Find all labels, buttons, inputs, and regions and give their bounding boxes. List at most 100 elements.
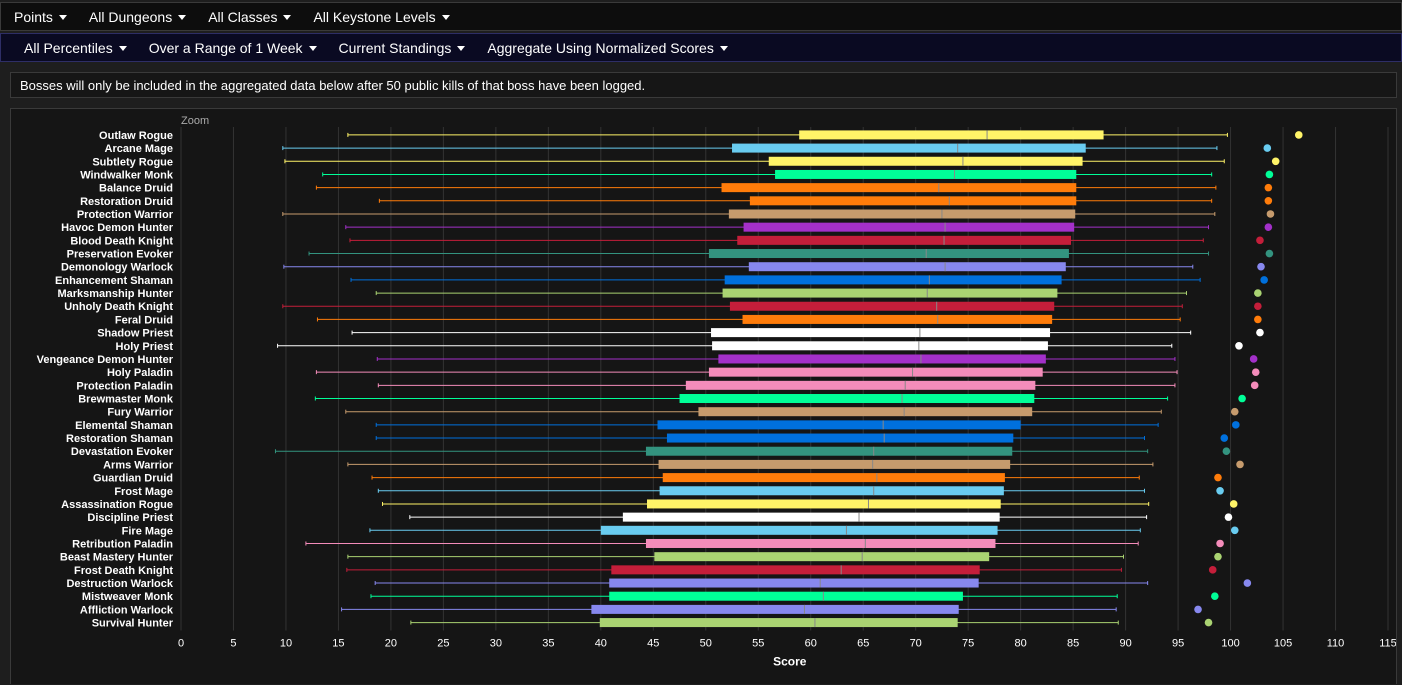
box-devastation-evoker: Devastation Evoker xyxy=(71,446,1231,458)
filter-dropdown-over-a-range-of-1-week[interactable]: Over a Range of 1 Week xyxy=(138,40,328,56)
filter-dropdown-all-percentiles[interactable]: All Percentiles xyxy=(13,40,138,56)
box-havoc-demon-hunter: Havoc Demon Hunter xyxy=(61,222,1273,234)
box-windwalker-monk: Windwalker Monk xyxy=(80,169,1274,181)
category-label: Unholy Death Knight xyxy=(64,301,173,313)
box-fire-mage: Fire Mage xyxy=(122,525,1239,537)
iqr-box xyxy=(737,235,1072,245)
outlier-point xyxy=(1211,592,1219,601)
category-label: Survival Hunter xyxy=(92,618,174,630)
x-tick-label: 95 xyxy=(1172,637,1184,649)
category-label: Frost Death Knight xyxy=(74,565,173,577)
box-protection-warrior: Protection Warrior xyxy=(77,209,1275,221)
box-enhancement-shaman: Enhancement Shaman xyxy=(55,275,1268,287)
category-label: Protection Warrior xyxy=(77,209,174,221)
box-survival-hunter: Survival Hunter xyxy=(92,618,1213,630)
iqr-box xyxy=(647,499,1001,509)
caret-down-icon xyxy=(719,46,728,51)
category-label: Arcane Mage xyxy=(105,143,173,155)
iqr-box xyxy=(799,130,1104,140)
category-label: Demonology Warlock xyxy=(61,262,174,274)
outlier-point xyxy=(1216,486,1224,495)
outlier-point xyxy=(1208,566,1217,574)
filter-dropdown-aggregate-using-normalized-scores[interactable]: Aggregate Using Normalized Scores xyxy=(476,40,738,56)
box-balance-druid: Balance Druid xyxy=(99,183,1273,195)
iqr-box xyxy=(711,328,1051,338)
outlier-point xyxy=(1260,276,1268,284)
box-retribution-paladin: Retribution Paladin xyxy=(72,538,1224,550)
filter-dropdown-label: Aggregate Using Normalized Scores xyxy=(487,39,714,56)
filter-dropdown-all-classes[interactable]: All Classes xyxy=(197,9,302,25)
boxplot-chart: Zoom 0 5 10 15 20 25 30 35 40 45 50 55 60 65 70 75 80 85 90… xyxy=(37,115,1396,668)
iqr-box xyxy=(742,314,1053,324)
outlier-point xyxy=(1256,236,1264,245)
iqr-box xyxy=(599,618,958,628)
category-label: Mistweaver Monk xyxy=(82,591,174,603)
filter-dropdown-all-keystone-levels[interactable]: All Keystone Levels xyxy=(302,9,460,25)
chart-panel: Zoom 0 5 10 15 20 25 30 35 40 45 50 55 60 65 70 75 80 85 90… xyxy=(10,108,1397,684)
filter-dropdown-points[interactable]: Points xyxy=(3,9,78,25)
iqr-box xyxy=(685,380,1036,390)
box-shadow-priest: Shadow Priest xyxy=(97,328,1264,340)
box-preservation-evoker: Preservation Evoker xyxy=(67,249,1274,261)
box-brewmaster-monk: Brewmaster Monk xyxy=(78,394,1246,406)
iqr-box xyxy=(718,354,1046,364)
outlier-point xyxy=(1256,328,1264,337)
x-axis-title: Score xyxy=(773,654,807,668)
iqr-box xyxy=(659,486,1004,496)
outlier-point xyxy=(1216,539,1224,548)
category-label: Restoration Druid xyxy=(80,196,173,208)
iqr-box xyxy=(698,407,1033,417)
filter-dropdown-label: Points xyxy=(14,8,53,25)
filter-dropdown-current-standings[interactable]: Current Standings xyxy=(328,40,477,56)
x-tick-label: 110 xyxy=(1327,637,1345,649)
filter-dropdown-label: Over a Range of 1 Week xyxy=(148,39,303,56)
outlier-point xyxy=(1224,513,1233,521)
caret-down-icon xyxy=(441,15,450,20)
notice-banner: Bosses will only be included in the aggr… xyxy=(10,72,1397,98)
outlier-point xyxy=(1220,434,1229,442)
filter-dropdown-label: Current Standings xyxy=(338,39,452,56)
iqr-box xyxy=(658,459,1011,469)
caret-down-icon xyxy=(283,15,292,20)
x-tick-label: 0 xyxy=(178,637,184,649)
iqr-box xyxy=(724,275,1062,285)
category-label: Preservation Evoker xyxy=(67,249,174,261)
zoom-label[interactable]: Zoom xyxy=(181,115,209,127)
box-destruction-warlock: Destruction Warlock xyxy=(66,578,1252,590)
outlier-point xyxy=(1265,170,1274,179)
x-tick-label: 70 xyxy=(910,637,922,649)
iqr-box xyxy=(600,525,998,535)
outlier-point xyxy=(1249,355,1258,363)
outlier-point xyxy=(1232,421,1240,429)
iqr-box xyxy=(609,591,963,601)
box-guardian-druid: Guardian Druid xyxy=(93,473,1222,485)
x-tick-label: 65 xyxy=(857,637,869,649)
box-mistweaver-monk: Mistweaver Monk xyxy=(82,591,1219,603)
box-restoration-druid: Restoration Druid xyxy=(80,196,1273,208)
x-tick-label: 105 xyxy=(1274,637,1292,649)
filter-dropdown-all-dungeons[interactable]: All Dungeons xyxy=(78,9,197,25)
outlier-point xyxy=(1264,183,1273,192)
category-label: Enhancement Shaman xyxy=(55,275,173,287)
category-label: Shadow Priest xyxy=(97,328,173,340)
x-tick-label: 115 xyxy=(1379,637,1396,649)
outlier-point xyxy=(1254,289,1262,297)
box-demonology-warlock: Demonology Warlock xyxy=(61,262,1265,274)
caret-down-icon xyxy=(457,46,466,51)
box-frost-mage: Frost Mage xyxy=(114,486,1224,498)
iqr-box xyxy=(708,249,1069,259)
x-tick-label: 60 xyxy=(805,637,817,649)
outlier-point xyxy=(1254,302,1262,311)
outlier-point xyxy=(1230,526,1239,535)
iqr-box xyxy=(728,209,1076,219)
iqr-box xyxy=(729,301,1055,311)
box-discipline-priest: Discipline Priest xyxy=(87,512,1233,524)
iqr-box xyxy=(645,446,1013,456)
x-tick-label: 40 xyxy=(595,637,607,649)
iqr-box xyxy=(721,183,1077,193)
iqr-box xyxy=(591,604,959,614)
box-elemental-shaman: Elemental Shaman xyxy=(75,420,1240,432)
category-label: Subtlety Rogue xyxy=(92,156,173,168)
iqr-box xyxy=(743,222,1075,232)
iqr-box xyxy=(768,156,1083,166)
